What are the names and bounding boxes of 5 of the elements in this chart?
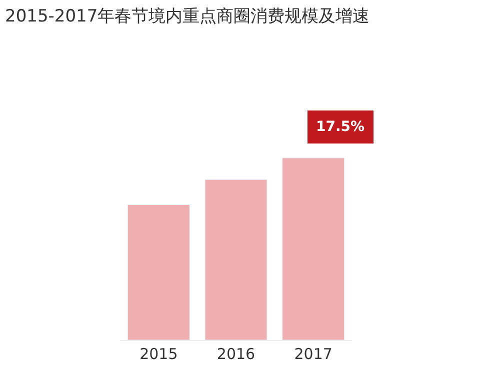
x-tick-label: 2015: [140, 345, 178, 363]
text: 17.5%: [316, 119, 365, 135]
chart-title: 2015-2017年春节境内重点商圈消费规模及增速: [5, 6, 370, 26]
x-tick-label: 2016: [216, 345, 256, 363]
x-tick-label: 2017: [294, 345, 332, 363]
